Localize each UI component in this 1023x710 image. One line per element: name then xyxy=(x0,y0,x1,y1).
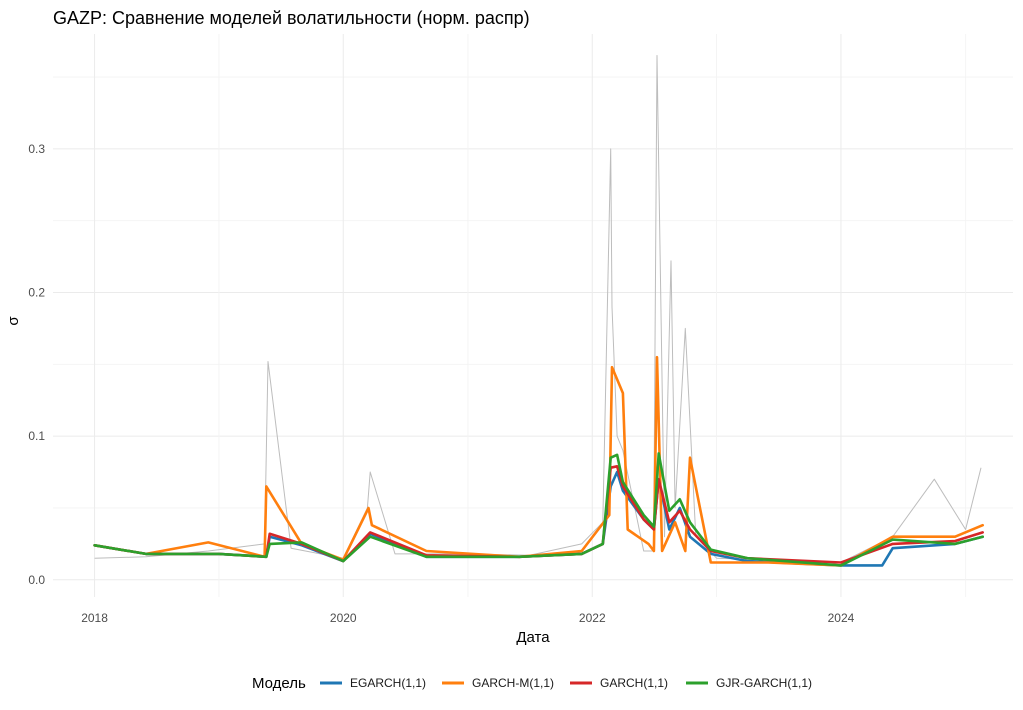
grid xyxy=(53,34,1013,597)
chart-title: GAZP: Сравнение моделей волатильности (н… xyxy=(53,8,530,28)
y-tick-label: 0.2 xyxy=(28,286,45,300)
x-axis-title: Дата xyxy=(516,629,550,646)
legend: Модель EGARCH(1,1) GARCH-M(1,1) GARCH(1,1)… xyxy=(252,675,812,692)
background-series xyxy=(94,55,982,563)
y-axis-title: σ xyxy=(5,316,22,326)
series-lines xyxy=(93,355,985,567)
legend-label: GARCH(1,1) xyxy=(600,676,668,690)
series-line-egarch-1-1 xyxy=(93,470,985,567)
series-line-gjr-garch-1-1 xyxy=(93,452,985,567)
legend-label: GJR-GARCH(1,1) xyxy=(716,676,812,690)
background-series-line xyxy=(94,55,982,563)
legend-label: EGARCH(1,1) xyxy=(350,676,426,690)
legend-title: Модель xyxy=(252,675,306,692)
y-tick-label: 0.3 xyxy=(28,142,45,156)
x-tick-label: 2022 xyxy=(579,611,606,625)
legend-item-garch-1-1: GARCH(1,1) xyxy=(570,676,668,690)
y-tick-label: 0.1 xyxy=(28,429,45,443)
x-tick-label: 2020 xyxy=(330,611,357,625)
legend-item-egarch-1-1: EGARCH(1,1) xyxy=(320,676,426,690)
x-tick-label: 2018 xyxy=(81,611,108,625)
x-tick-label: 2024 xyxy=(828,611,855,625)
y-axis-ticks: 0.0 0.1 0.2 0.3 xyxy=(28,142,45,587)
legend-items: EGARCH(1,1) GARCH-M(1,1) GARCH(1,1) GJR-GAR… xyxy=(320,676,812,690)
x-axis-ticks: 2018 2020 2022 2024 xyxy=(81,611,854,625)
legend-item-garch-m-1-1: GARCH-M(1,1) xyxy=(442,676,554,690)
legend-label: GARCH-M(1,1) xyxy=(472,676,554,690)
series-line-garch-m-1-1 xyxy=(93,355,985,567)
legend-item-gjr-garch-1-1: GJR-GARCH(1,1) xyxy=(686,676,812,690)
y-tick-label: 0.0 xyxy=(28,573,45,587)
